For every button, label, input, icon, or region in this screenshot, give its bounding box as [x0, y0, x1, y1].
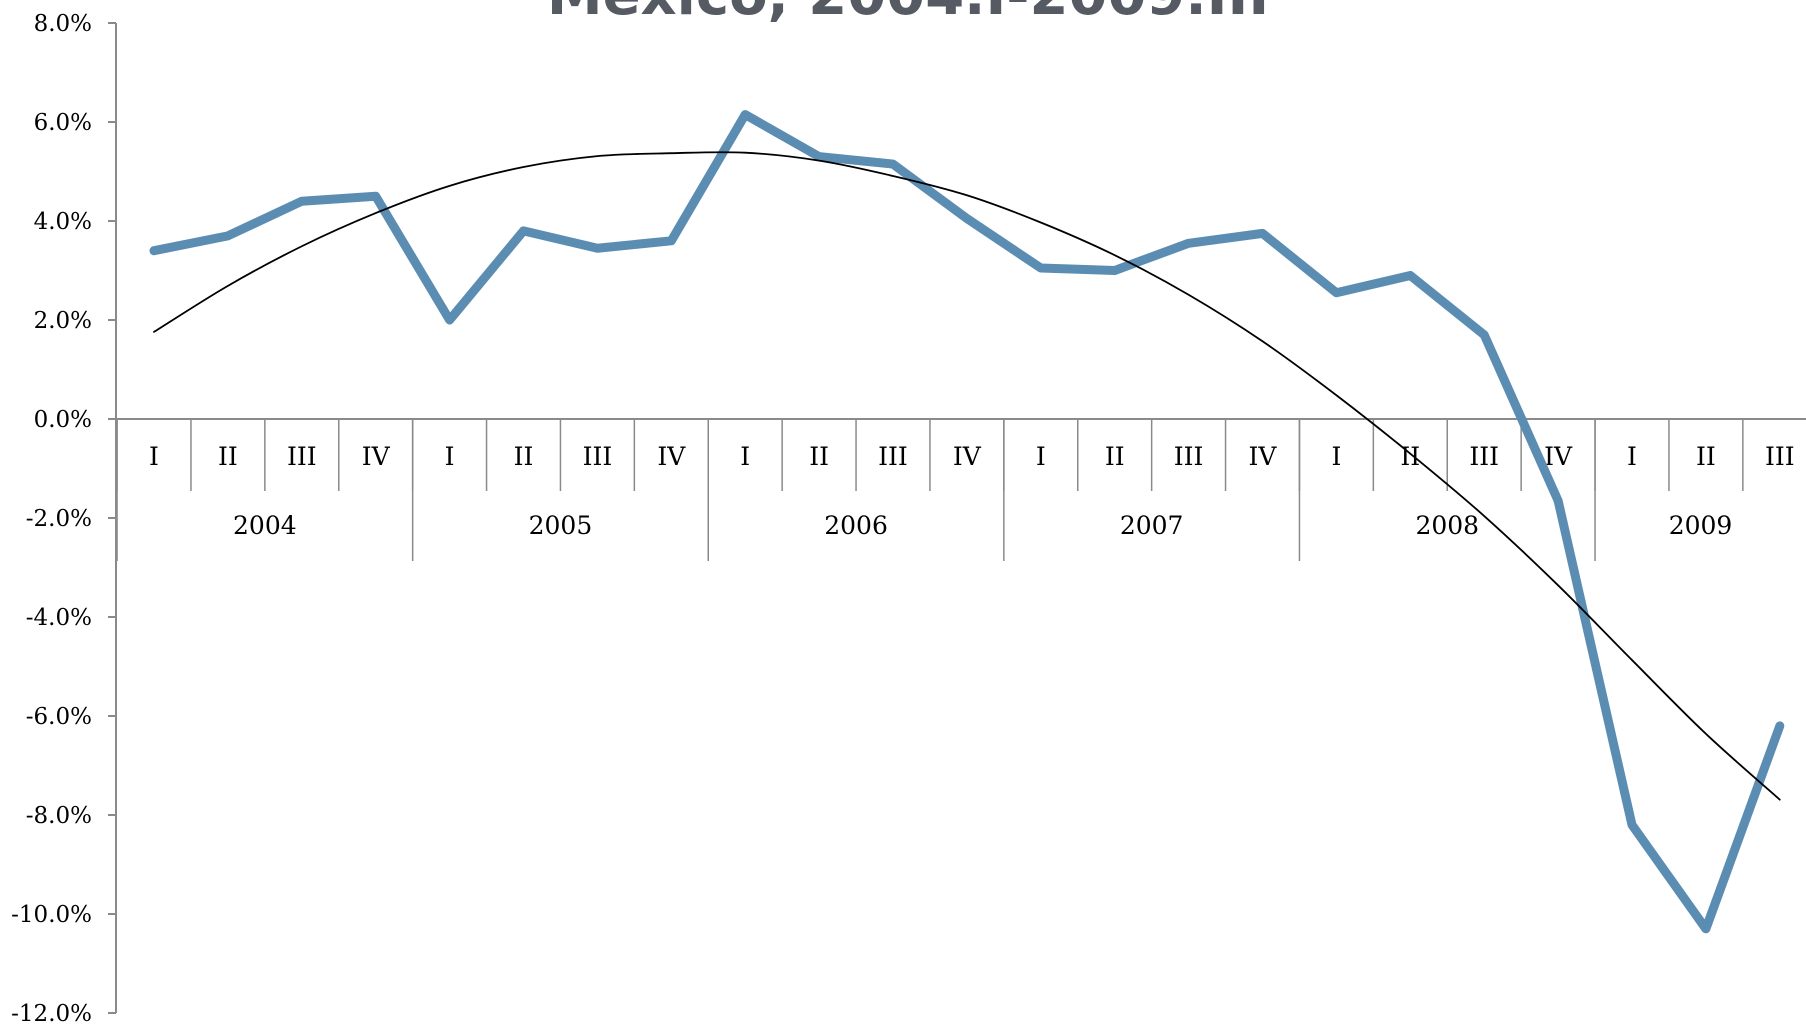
quarter-label: III: [1765, 442, 1795, 471]
quarter-label: I: [1627, 442, 1637, 471]
quarter-label: II: [1696, 442, 1716, 471]
quarter-label: III: [1469, 442, 1499, 471]
series-line: [149, 110, 1785, 934]
year-label: 2007: [1120, 511, 1184, 540]
y-tick-label: 6.0%: [34, 110, 92, 136]
quarter-label: IV: [1249, 442, 1278, 471]
quarter-label: III: [1174, 442, 1204, 471]
year-label: 2004: [233, 511, 297, 540]
quarter-label: IV: [657, 442, 686, 471]
chart-title: Mexico, 2004.I-2009.III: [547, 0, 1269, 28]
quarter-label: II: [809, 442, 829, 471]
quarter-label: I: [149, 442, 159, 471]
y-tick-label: -12.0%: [11, 1001, 92, 1025]
quarter-label: I: [1331, 442, 1341, 471]
quarter-label: I: [445, 442, 455, 471]
quarter-label: II: [218, 442, 238, 471]
quarter-label: III: [878, 442, 908, 471]
quarter-label: II: [1400, 442, 1420, 471]
quarter-label: I: [1036, 442, 1046, 471]
trend-line: [153, 151, 1781, 801]
quarter-label: IV: [362, 442, 391, 471]
y-tick-label: 8.0%: [34, 11, 92, 37]
quarter-label: III: [287, 442, 317, 471]
y-tick-label: -6.0%: [26, 704, 92, 730]
quarter-label: I: [740, 442, 750, 471]
y-tick-label: -4.0%: [26, 605, 92, 631]
quarter-label: II: [1105, 442, 1125, 471]
year-label: 2006: [824, 511, 888, 540]
y-tick-label: 2.0%: [34, 308, 92, 334]
quarter-label: IV: [1544, 442, 1573, 471]
y-tick-label: -8.0%: [26, 803, 92, 829]
y-tick-label: 4.0%: [34, 209, 92, 235]
quarter-label: IV: [953, 442, 982, 471]
year-label: 2005: [529, 511, 593, 540]
year-label: 2009: [1669, 511, 1733, 540]
y-tick-label: -2.0%: [26, 506, 92, 532]
y-axis: 8.0% 6.0% 4.0% 2.0% 0.0% -2.0% -4.0% -6.0% -8.0%…: [11, 11, 117, 1025]
y-tick-label: 0.0%: [34, 407, 92, 433]
y-tick-label: -10.0%: [11, 902, 92, 928]
year-label: 2008: [1415, 511, 1479, 540]
quarter-label: III: [583, 442, 613, 471]
quarter-label: II: [514, 442, 534, 471]
series-layer: [149, 110, 1785, 934]
